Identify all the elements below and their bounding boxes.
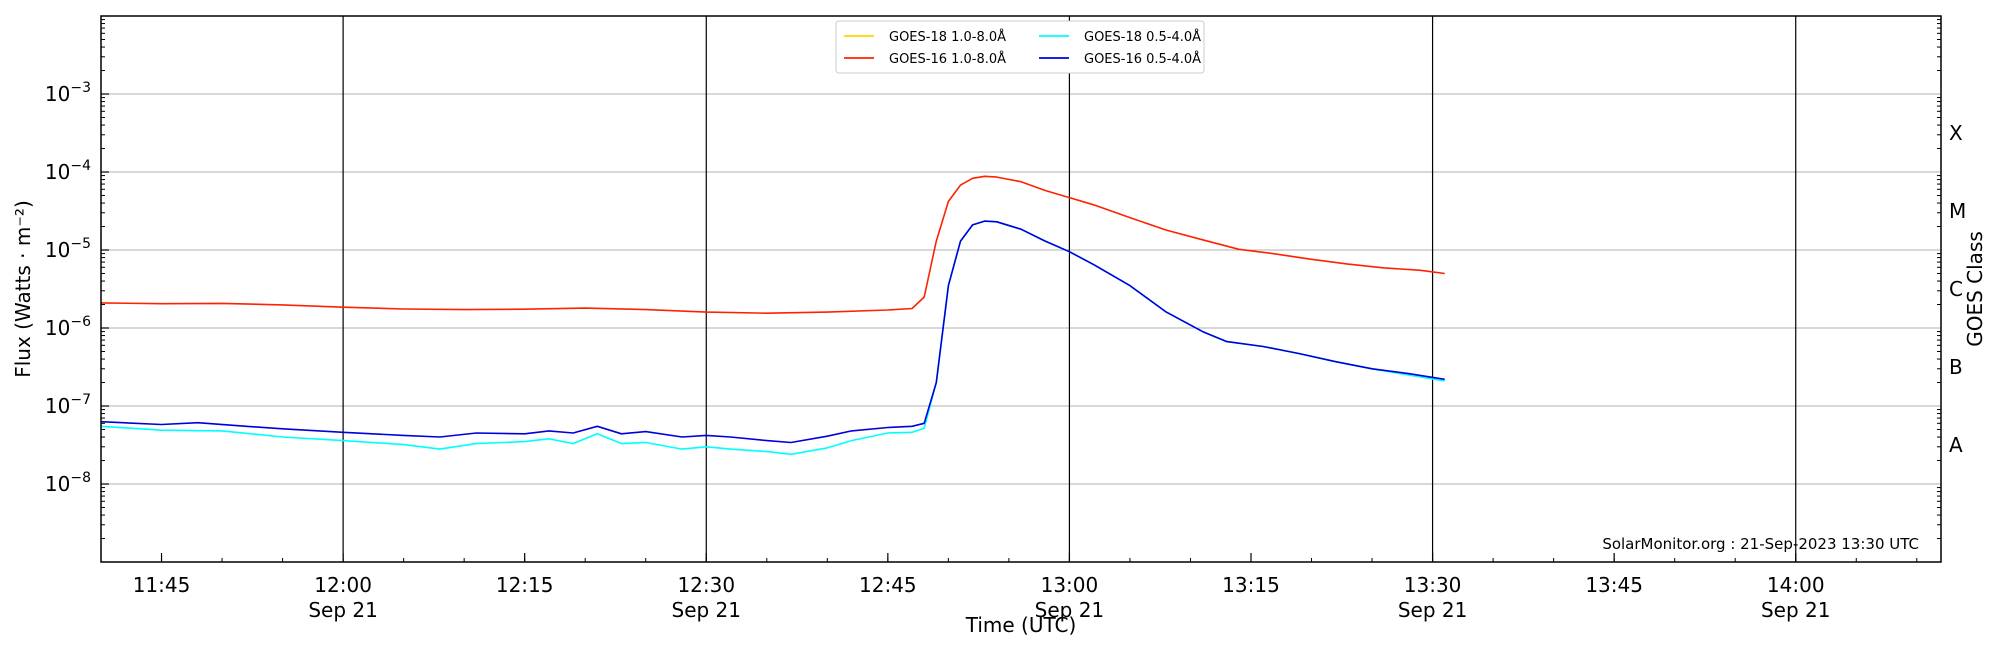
x-tick-label-12-00: 12:00 [314, 573, 372, 597]
legend-label-goes-18-0-5-4-0: GOES-18 0.5-4.0Å [1084, 29, 1201, 45]
x-tick-label-12-15: 12:15 [496, 573, 554, 597]
series-line-goes-16-1-0-8-0 [100, 175, 1445, 315]
goes-class-x: X [1949, 121, 1963, 145]
x-tick-date-12-00: Sep 21 [308, 598, 378, 622]
goes-class-m: M [1949, 199, 1966, 223]
x-tick-label-13-00: 13:00 [1041, 573, 1099, 597]
legend-box [835, 20, 1205, 74]
legend-label-goes-18-1-0-8-0: GOES-18 1.0-8.0Å [889, 29, 1006, 45]
goes-class-a: A [1949, 433, 1963, 457]
legend: GOES-18 1.0-8.0Å GOES-16 1.0-8.0Å GOES-18 … [835, 20, 1205, 74]
x-tick-label-13-45: 13:45 [1585, 573, 1643, 597]
series-line-goes-18-0-5-4-0 [100, 220, 1445, 456]
x-tick-label-13-30: 13:30 [1404, 573, 1462, 597]
x-tick-date-13-00: Sep 21 [1035, 598, 1105, 622]
x-tick-label-14-00: 14:00 [1767, 573, 1825, 597]
x-tick-date-14-00: Sep 21 [1761, 598, 1831, 622]
x-tick-label-12-45: 12:45 [859, 573, 917, 597]
x-tick-label-13-15: 13:15 [1222, 573, 1280, 597]
goes-class-axis-title: GOES Class [1963, 231, 1987, 347]
x-tick-label-11-45: 11:45 [133, 573, 191, 597]
series-line-goes-16-0-5-4-0 [100, 220, 1445, 444]
y-tick-label-5: 10−5 [45, 236, 91, 262]
plot-frame [100, 15, 1942, 563]
y-tick-label-4: 10−4 [45, 158, 91, 184]
y-tick-label-7: 10−7 [45, 392, 91, 418]
x-axis-title: Time (UTC) [965, 613, 1077, 637]
x-tick-date-13-30: Sep 21 [1398, 598, 1468, 622]
goes-class-c: C [1949, 277, 1963, 301]
series-layer [100, 175, 1445, 456]
y-tick-label-3: 10−3 [45, 80, 91, 106]
footer-credit: SolarMonitor.org : 21-Sep-2023 13:30 UTC [1602, 535, 1919, 553]
x-tick-date-12-30: Sep 21 [672, 598, 742, 622]
grid-layer [101, 16, 1941, 562]
y-tick-label-6: 10−6 [45, 314, 91, 340]
legend-label-goes-16-1-0-8-0: GOES-16 1.0-8.0Å [889, 51, 1006, 67]
x-tick-label-12-30: 12:30 [677, 573, 735, 597]
y-tick-label-8: 10−8 [45, 470, 91, 496]
y-axis-title: Flux (Watts · m⁻²) [11, 200, 35, 378]
legend-label-goes-16-0-5-4-0: GOES-16 0.5-4.0Å [1084, 51, 1201, 67]
goes-class-b: B [1949, 355, 1963, 379]
